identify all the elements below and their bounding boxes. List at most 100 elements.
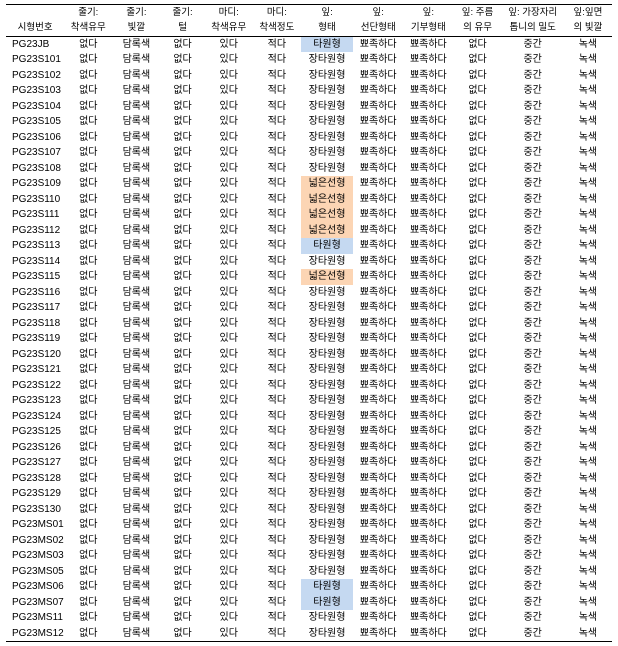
cell: 없다: [161, 486, 205, 502]
cell: 있다: [205, 331, 253, 347]
cell: 녹색: [564, 347, 612, 363]
cell: 없다: [64, 409, 112, 425]
cell: 없다: [453, 331, 501, 347]
col-header-l2: 착색정도: [253, 20, 301, 36]
row-id: PG23S109: [6, 176, 64, 192]
cell: 중간: [502, 502, 564, 518]
row-id: PG23JB: [6, 36, 64, 52]
cell: 넓은선형: [301, 207, 353, 223]
cell: 뾰족하다: [353, 626, 403, 642]
cell: 뾰족하다: [353, 176, 403, 192]
cell: 있다: [205, 595, 253, 611]
cell: 없다: [453, 610, 501, 626]
cell: 적다: [253, 254, 301, 270]
cell: 없다: [453, 254, 501, 270]
cell: 타원형: [301, 238, 353, 254]
cell: 담록색: [112, 517, 160, 533]
cell: 담록색: [112, 269, 160, 285]
cell: 적다: [253, 207, 301, 223]
cell: 없다: [161, 36, 205, 52]
cell: 중간: [502, 99, 564, 115]
cell: 없다: [64, 254, 112, 270]
row-id: PG23S121: [6, 362, 64, 378]
cell: 뾰족하다: [403, 610, 453, 626]
cell: 담록색: [112, 300, 160, 316]
cell: 있다: [205, 316, 253, 332]
cell: 넓은선형: [301, 223, 353, 239]
cell: 중간: [502, 285, 564, 301]
cell: 없다: [64, 347, 112, 363]
cell: 뾰족하다: [353, 440, 403, 456]
cell: 있다: [205, 161, 253, 177]
cell: 없다: [161, 300, 205, 316]
cell: 녹색: [564, 161, 612, 177]
cell: 없다: [453, 502, 501, 518]
cell: 있다: [205, 533, 253, 549]
cell: 적다: [253, 393, 301, 409]
row-id: PG23MS01: [6, 517, 64, 533]
row-id: PG23S107: [6, 145, 64, 161]
cell: 적다: [253, 455, 301, 471]
cell: 뾰족하다: [403, 207, 453, 223]
cell: 담록색: [112, 176, 160, 192]
cell: 녹색: [564, 83, 612, 99]
cell: 뾰족하다: [353, 161, 403, 177]
table-row: PG23S112없다담록색없다있다적다넓은선형뾰족하다뾰족하다없다중간녹색: [6, 223, 612, 239]
cell: 녹색: [564, 145, 612, 161]
cell: 적다: [253, 595, 301, 611]
cell: 뾰족하다: [403, 626, 453, 642]
col-header-l1: 줄기:: [161, 5, 205, 21]
cell: 중간: [502, 176, 564, 192]
cell: 뾰족하다: [353, 99, 403, 115]
cell: 없다: [64, 533, 112, 549]
cell: 장타원형: [301, 626, 353, 642]
cell: 없다: [64, 595, 112, 611]
cell: 없다: [161, 517, 205, 533]
cell: 뾰족하다: [353, 362, 403, 378]
col-header-l2: 착색유무: [64, 20, 112, 36]
row-id: PG23S104: [6, 99, 64, 115]
cell: 뾰족하다: [353, 533, 403, 549]
cell: 뾰족하다: [403, 548, 453, 564]
col-header-l1: 잎:: [403, 5, 453, 21]
cell: 적다: [253, 579, 301, 595]
table-row: PG23S123없다담록색없다있다적다장타원형뾰족하다뾰족하다없다중간녹색: [6, 393, 612, 409]
cell: 있다: [205, 486, 253, 502]
cell: 적다: [253, 378, 301, 394]
cell: 뾰족하다: [353, 254, 403, 270]
cell: 있다: [205, 83, 253, 99]
cell: 없다: [64, 300, 112, 316]
cell: 중간: [502, 517, 564, 533]
row-id: PG23S116: [6, 285, 64, 301]
cell: 장타원형: [301, 533, 353, 549]
cell: 담록색: [112, 378, 160, 394]
table-row: PG23S129없다담록색없다있다적다장타원형뾰족하다뾰족하다없다중간녹색: [6, 486, 612, 502]
cell: 있다: [205, 176, 253, 192]
cell: 담록색: [112, 52, 160, 68]
cell: 없다: [64, 471, 112, 487]
cell: 뾰족하다: [353, 130, 403, 146]
cell: 중간: [502, 610, 564, 626]
cell: 담록색: [112, 440, 160, 456]
cell: 뾰족하다: [353, 331, 403, 347]
cell: 없다: [453, 579, 501, 595]
cell: 중간: [502, 114, 564, 130]
cell: 중간: [502, 316, 564, 332]
cell: 없다: [64, 36, 112, 52]
cell: 없다: [161, 223, 205, 239]
cell: 녹색: [564, 331, 612, 347]
cell: 타원형: [301, 595, 353, 611]
row-id: PG23S129: [6, 486, 64, 502]
cell: 담록색: [112, 610, 160, 626]
cell: 장타원형: [301, 440, 353, 456]
cell: 있다: [205, 36, 253, 52]
cell: 없다: [161, 192, 205, 208]
cell: 없다: [453, 347, 501, 363]
col-header-l1: 잎:: [353, 5, 403, 21]
cell: 뾰족하다: [353, 36, 403, 52]
table-row: PG23S124없다담록색없다있다적다장타원형뾰족하다뾰족하다없다중간녹색: [6, 409, 612, 425]
cell: 뾰족하다: [353, 145, 403, 161]
cell: 있다: [205, 579, 253, 595]
cell: 중간: [502, 579, 564, 595]
cell: 뾰족하다: [403, 409, 453, 425]
